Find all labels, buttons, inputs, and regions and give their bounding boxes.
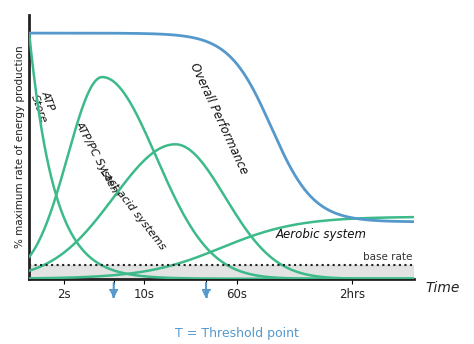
Text: Aerobic system: Aerobic system <box>275 228 366 241</box>
Text: T = Threshold point: T = Threshold point <box>175 327 299 340</box>
Y-axis label: % maximum rate of energy production: % maximum rate of energy production <box>15 45 25 248</box>
Text: base rate: base rate <box>364 252 413 262</box>
Bar <box>29 265 414 279</box>
Text: ATP/PC System: ATP/PC System <box>73 119 121 197</box>
Text: Overall Performance: Overall Performance <box>187 61 250 177</box>
Text: Time: Time <box>425 281 459 295</box>
Text: ATP
Store: ATP Store <box>28 89 59 124</box>
Text: Lact acid systems: Lact acid systems <box>99 166 168 251</box>
